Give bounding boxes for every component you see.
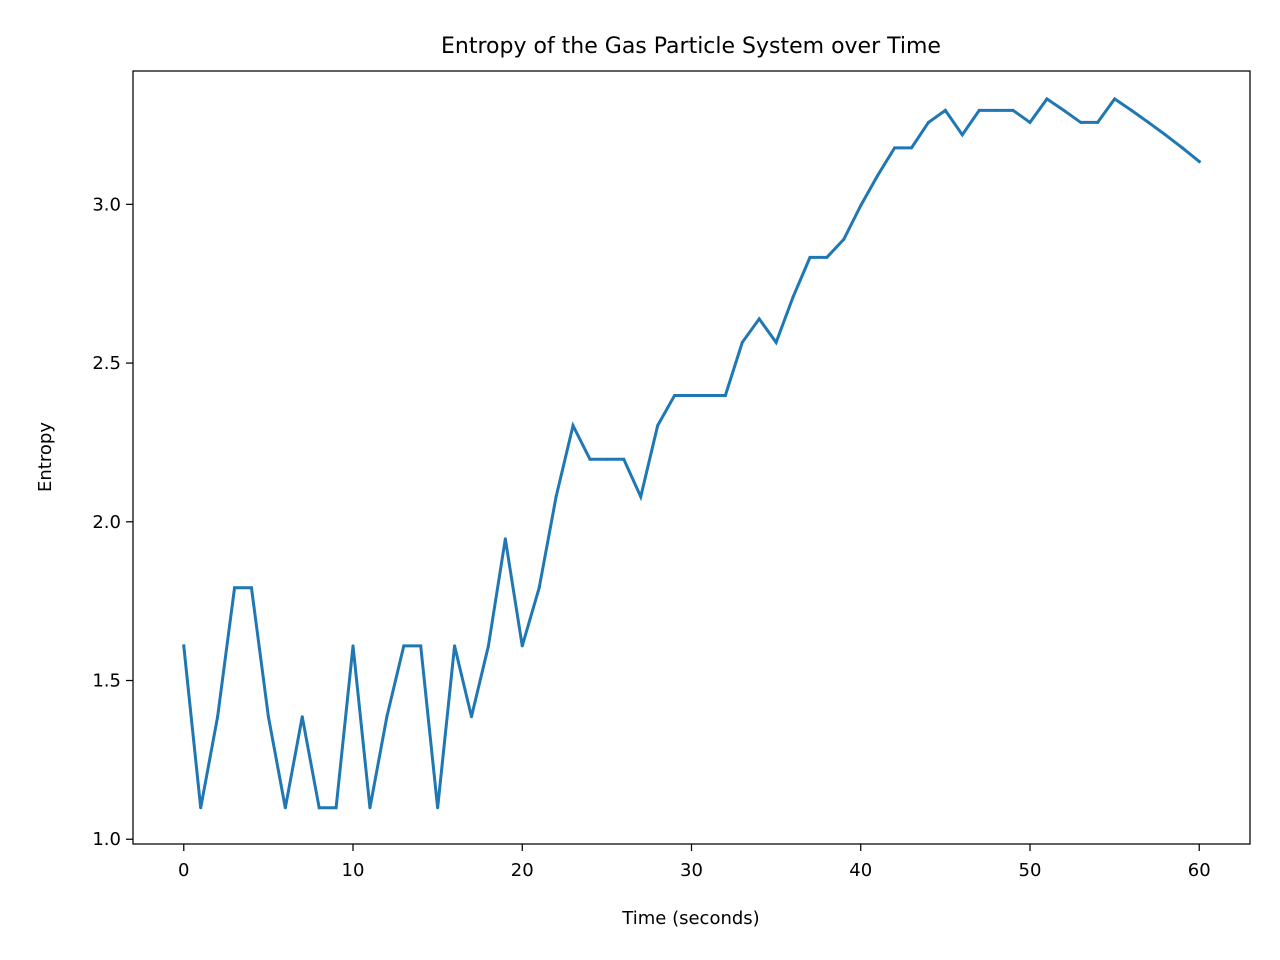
- x-tick-label: 20: [511, 860, 534, 881]
- data-point: [774, 340, 778, 344]
- data-point: [1180, 146, 1184, 150]
- x-axis-label: Time (seconds): [621, 908, 759, 929]
- data-point: [1146, 120, 1150, 124]
- data-point: [706, 393, 710, 397]
- data-point: [960, 133, 964, 137]
- data-point: [723, 393, 727, 397]
- y-tick-label: 1.5: [92, 671, 121, 692]
- data-point: [639, 495, 643, 499]
- data-point: [740, 340, 744, 344]
- chart-title: Entropy of the Gas Particle System over …: [441, 34, 941, 59]
- x-tick-label: 50: [1019, 860, 1042, 881]
- data-point: [656, 424, 660, 428]
- data-point: [199, 806, 203, 810]
- data-point: [351, 644, 355, 648]
- data-point: [503, 537, 507, 541]
- data-point: [588, 457, 592, 461]
- data-point: [1163, 133, 1167, 137]
- data-point: [402, 644, 406, 648]
- data-point: [537, 586, 541, 590]
- data-point: [910, 146, 914, 150]
- x-tick-label: 0: [178, 860, 189, 881]
- data-point: [469, 715, 473, 719]
- data-point: [893, 146, 897, 150]
- y-tick-label: 2.5: [92, 353, 121, 374]
- x-tick-label: 30: [680, 860, 703, 881]
- data-point: [842, 237, 846, 241]
- data-point: [808, 255, 812, 259]
- data-point: [1079, 120, 1083, 124]
- x-tick-label: 60: [1188, 860, 1211, 881]
- data-point: [571, 424, 575, 428]
- data-point: [182, 644, 186, 648]
- data-point: [368, 806, 372, 810]
- data-point: [876, 173, 880, 177]
- data-point: [1028, 120, 1032, 124]
- data-point: [926, 120, 930, 124]
- data-point: [216, 715, 220, 719]
- data-point: [233, 586, 237, 590]
- data-point: [520, 644, 524, 648]
- data-point: [943, 108, 947, 112]
- data-point: [419, 644, 423, 648]
- y-tick-label: 3.0: [92, 194, 121, 215]
- data-point: [757, 317, 761, 321]
- data-point: [1011, 108, 1015, 112]
- y-tick-label: 2.0: [92, 512, 121, 533]
- data-point: [605, 457, 609, 461]
- data-point: [249, 586, 253, 590]
- data-point: [825, 255, 829, 259]
- data-point: [622, 457, 626, 461]
- data-point: [1197, 159, 1201, 163]
- data-point: [1062, 108, 1066, 112]
- data-point: [1130, 108, 1134, 112]
- data-point: [266, 715, 270, 719]
- data-point: [283, 806, 287, 810]
- y-tick-label: 1.0: [92, 829, 121, 850]
- y-axis-label: Entropy: [35, 422, 56, 492]
- data-point: [994, 108, 998, 112]
- data-point: [453, 644, 457, 648]
- plot-area: [133, 71, 1250, 844]
- data-point: [690, 393, 693, 397]
- x-tick-label: 40: [849, 860, 872, 881]
- data-point: [977, 108, 981, 112]
- data-point: [385, 715, 389, 719]
- data-point: [673, 393, 677, 397]
- data-point: [791, 295, 795, 299]
- data-point: [1113, 97, 1117, 101]
- data-point: [1045, 97, 1049, 101]
- data-point: [859, 204, 863, 208]
- data-point: [300, 715, 304, 719]
- data-point: [554, 495, 558, 499]
- x-tick-label: 10: [342, 860, 365, 881]
- data-point: [317, 806, 321, 810]
- data-point: [486, 644, 490, 648]
- data-point: [1096, 120, 1100, 124]
- data-point: [334, 806, 338, 810]
- data-point: [436, 806, 440, 810]
